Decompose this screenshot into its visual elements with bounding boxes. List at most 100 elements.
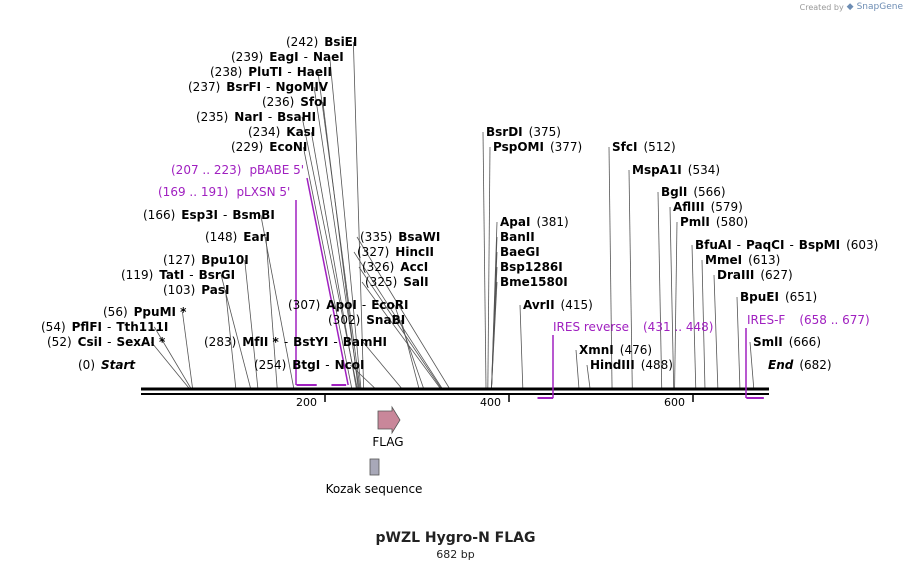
site-label[interactable]: ApaI (381) bbox=[500, 215, 569, 229]
kozak-feature-box[interactable] bbox=[369, 458, 380, 476]
primer-range: (207 .. 223) bbox=[171, 163, 241, 177]
site-label[interactable]: (335) BsaWI bbox=[360, 230, 440, 244]
site-label[interactable]: BsrDI (375) bbox=[486, 125, 561, 139]
enzyme-name: SnaBI bbox=[366, 313, 405, 327]
cut-site-leader bbox=[153, 326, 192, 389]
cut-site-leader bbox=[353, 251, 443, 389]
site-position: (235) bbox=[196, 110, 228, 124]
site-position: (327) bbox=[357, 245, 389, 259]
site-label[interactable]: AvrII (415) bbox=[523, 298, 593, 312]
site-label[interactable]: PmlI (580) bbox=[680, 215, 748, 229]
cut-site-leader bbox=[491, 281, 498, 389]
site-label[interactable]: (254) BtgI - NcoI bbox=[254, 358, 364, 372]
site-label[interactable]: (236) SfoI bbox=[262, 95, 327, 109]
site-position: (381) bbox=[536, 215, 568, 229]
enzyme-name: DraIII bbox=[717, 268, 754, 282]
site-position: (166) bbox=[143, 208, 175, 222]
enzyme-name: HindIII bbox=[590, 358, 635, 372]
enzyme-name: Tth111I bbox=[116, 320, 168, 334]
site-separator: - bbox=[325, 358, 329, 372]
site-label[interactable]: (239) EagI - NaeI bbox=[231, 50, 344, 64]
site-label[interactable]: End (682) bbox=[768, 358, 832, 372]
site-label[interactable]: DraIII (627) bbox=[717, 268, 793, 282]
site-position: (254) bbox=[254, 358, 286, 372]
enzyme-name: End bbox=[768, 358, 794, 372]
cut-site-leader bbox=[669, 206, 675, 389]
site-label[interactable]: (148) EarI bbox=[205, 230, 270, 244]
site-label[interactable]: (52) CsiI - SexAI * bbox=[47, 335, 166, 349]
site-label[interactable]: (237) BsrFI - NgoMIV bbox=[188, 80, 329, 94]
primer-label[interactable]: (169 .. 191) pLXSN 5' bbox=[158, 185, 290, 199]
cut-site-leader bbox=[674, 221, 678, 389]
cut-site-leader bbox=[322, 101, 359, 389]
site-label[interactable]: (229) EcoNI bbox=[231, 140, 307, 154]
cut-site-leader bbox=[182, 311, 193, 389]
site-label[interactable]: BpuEI (651) bbox=[740, 290, 817, 304]
site-position: (488) bbox=[641, 358, 673, 372]
site-position: (566) bbox=[693, 185, 725, 199]
site-position: (229) bbox=[231, 140, 263, 154]
site-label[interactable]: (283) MfII * - BstYI - BamHI bbox=[204, 335, 387, 349]
enzyme-name: KasI bbox=[286, 125, 315, 139]
site-position: (512) bbox=[643, 140, 675, 154]
site-label[interactable]: (327) HincII bbox=[357, 245, 434, 259]
site-label[interactable]: (302) SnaBI bbox=[328, 313, 405, 327]
primer-label[interactable]: IRES reverse (431 .. 448) bbox=[553, 320, 713, 334]
site-label[interactable]: (238) PluTI - HaeII bbox=[210, 65, 332, 79]
site-label[interactable]: (56) PpuMI * bbox=[103, 305, 187, 319]
site-position: (307) bbox=[288, 298, 320, 312]
primer-name: pLXSN 5' bbox=[236, 185, 290, 199]
site-label[interactable]: BaeGI bbox=[500, 245, 540, 259]
site-label[interactable]: (119) TatI - BsrGI bbox=[121, 268, 235, 282]
site-separator: - bbox=[737, 238, 741, 252]
primer-name: IRES-F bbox=[747, 313, 785, 327]
enzyme-name: HincII bbox=[395, 245, 434, 259]
site-position: (375) bbox=[529, 125, 561, 139]
site-label[interactable]: MmeI (613) bbox=[705, 253, 780, 267]
cut-site-leader bbox=[361, 281, 441, 389]
cut-site-leader bbox=[150, 341, 190, 389]
site-position: (239) bbox=[231, 50, 263, 64]
site-label[interactable]: XmnI (476) bbox=[579, 343, 652, 357]
site-label[interactable]: (325) SalI bbox=[365, 275, 429, 289]
site-label[interactable]: AflIII (579) bbox=[673, 200, 743, 214]
site-label[interactable]: (242) BsiEI bbox=[286, 35, 357, 49]
enzyme-name: Bpu10I bbox=[201, 253, 248, 267]
site-label[interactable]: (307) ApoI - EcoRI bbox=[288, 298, 408, 312]
flag-feature-arrow[interactable] bbox=[377, 405, 401, 435]
site-label[interactable]: (234) KasI bbox=[248, 125, 315, 139]
site-label[interactable]: PspOMI (377) bbox=[493, 140, 582, 154]
site-label[interactable]: HindIII (488) bbox=[590, 358, 673, 372]
site-label[interactable]: (235) NarI - BsaHI bbox=[196, 110, 316, 124]
site-label[interactable]: (54) PflFI - Tth111I bbox=[41, 320, 168, 334]
site-label[interactable]: (103) PasI bbox=[163, 283, 229, 297]
enzyme-name: PflFI bbox=[72, 320, 102, 334]
site-label[interactable]: (326) AccI bbox=[362, 260, 428, 274]
enzyme-name: BsiEI bbox=[324, 35, 357, 49]
site-label[interactable]: BanII bbox=[500, 230, 535, 244]
enzyme-name: PaqCI bbox=[746, 238, 784, 252]
site-separator: - bbox=[107, 335, 111, 349]
primer-label[interactable]: (207 .. 223) pBABE 5' bbox=[171, 163, 304, 177]
flag-feature-label: FLAG bbox=[372, 435, 403, 449]
enzyme-name: EagI bbox=[269, 50, 298, 64]
site-label[interactable]: SmlI (666) bbox=[753, 335, 821, 349]
enzyme-name: MspA1I bbox=[632, 163, 682, 177]
site-position: (603) bbox=[846, 238, 878, 252]
primer-label[interactable]: IRES-F (658 .. 677) bbox=[747, 313, 870, 327]
enzyme-name: PpuMI * bbox=[134, 305, 188, 319]
site-label[interactable]: (166) Esp3I - BsmBI bbox=[143, 208, 275, 222]
site-label[interactable]: BfuAI - PaqCI - BspMI (603) bbox=[695, 238, 878, 252]
site-label[interactable]: Bme1580I bbox=[500, 275, 568, 289]
site-label[interactable]: (127) Bpu10I bbox=[163, 253, 249, 267]
cut-site-leader bbox=[608, 146, 613, 389]
site-label[interactable]: MspA1I (534) bbox=[632, 163, 720, 177]
site-label[interactable]: Bsp1286I bbox=[500, 260, 563, 274]
site-separator: - bbox=[284, 335, 288, 349]
enzyme-name: AccI bbox=[400, 260, 428, 274]
site-labels: (242) BsiEI(239) EagI - NaeI(238) PluTI - HaeII… bbox=[41, 35, 878, 372]
site-label[interactable]: SfcI (512) bbox=[612, 140, 676, 154]
site-label[interactable]: BglI (566) bbox=[661, 185, 726, 199]
site-separator: - bbox=[266, 80, 270, 94]
site-label[interactable]: (0) Start bbox=[78, 358, 136, 372]
